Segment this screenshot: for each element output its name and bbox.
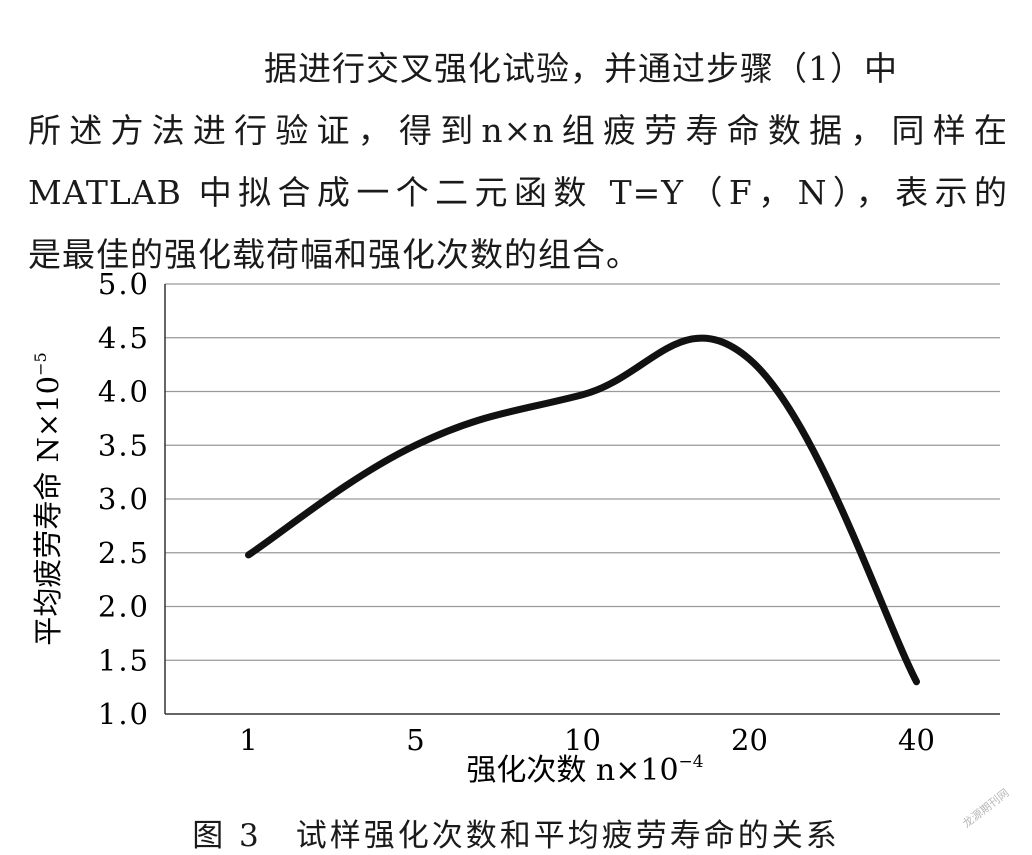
series-line: [245, 334, 920, 686]
y-tick-label: 1.0: [98, 697, 150, 731]
paragraph-line: MATLAB 中拟合成一个二元函数 T=Y（F，N），表示的: [28, 173, 1008, 212]
y-tick-label: 1.5: [98, 643, 150, 677]
fatigue-life-chart: 1.0 1.5 2.0 2.5 3.0 3.5 4.0 4.5 5.0 1 5 10 20 40 强化次…: [31, 270, 1000, 788]
y-tick-label: 4.0: [98, 375, 150, 409]
x-tick-label: 1: [239, 723, 257, 757]
x-axis-label: 强化次数 n×10−4: [466, 752, 703, 788]
y-tick-label: 4.5: [98, 321, 150, 355]
figure-caption: 图 3 试样强化次数和平均疲劳寿命的关系: [192, 818, 840, 854]
x-tick-label: 10: [564, 723, 601, 757]
paragraph-line: 据进行交叉强化试验，并通过步骤（1）中: [264, 49, 898, 88]
y-tick-label: 2.5: [98, 536, 150, 570]
y-tick-label: 3.0: [98, 482, 150, 516]
y-tick-label: 2.0: [98, 590, 150, 624]
x-tick-label: 5: [406, 723, 424, 757]
x-tick-label: 40: [898, 723, 935, 757]
body-paragraph: 据进行交叉强化试验，并通过步骤（1）中 所述方法进行验证，得到n×n组疲劳寿命数…: [28, 38, 1008, 286]
y-tick-label: 3.5: [98, 428, 150, 462]
paragraph-line: 是最佳的强化载荷幅和强化次数的组合。: [28, 235, 640, 274]
x-tick-label: 20: [731, 723, 768, 757]
y-axis-label: 平均疲劳寿命 N×10−5: [31, 352, 65, 645]
paragraph-line: 所述方法进行验证，得到n×n组疲劳寿命数据，同样在: [28, 111, 1008, 150]
y-tick-label: 5.0: [98, 270, 150, 301]
